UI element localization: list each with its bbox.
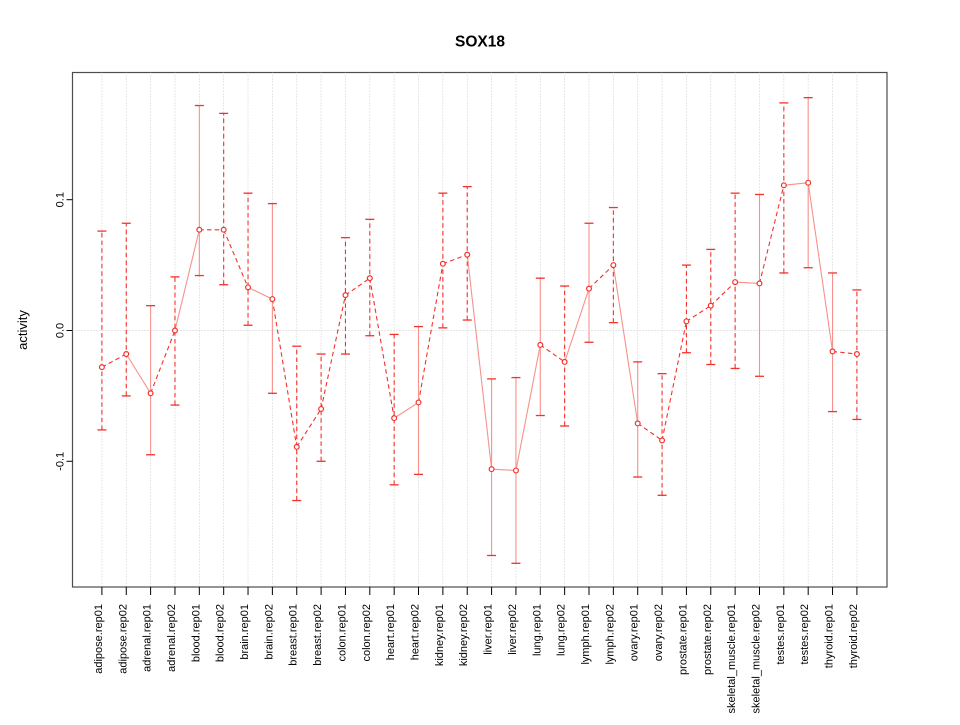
svg-text:SOX18: SOX18 <box>455 34 505 51</box>
svg-text:lung.rep02: lung.rep02 <box>556 604 568 656</box>
svg-text:adrenal.rep01: adrenal.rep01 <box>142 604 154 672</box>
svg-text:heart.rep01: heart.rep01 <box>385 604 397 660</box>
svg-text:0.0: 0.0 <box>54 323 66 338</box>
svg-text:kidney.rep02: kidney.rep02 <box>458 604 470 666</box>
svg-text:thyroid.rep01: thyroid.rep01 <box>824 604 836 668</box>
svg-text:lymph.rep02: lymph.rep02 <box>604 604 616 665</box>
svg-text:colon.rep01: colon.rep01 <box>336 604 348 662</box>
svg-text:skeletal_muscle.rep01: skeletal_muscle.rep01 <box>726 604 738 713</box>
svg-text:kidney.rep01: kidney.rep01 <box>434 604 446 666</box>
svg-text:colon.rep02: colon.rep02 <box>361 604 373 662</box>
svg-text:testes.rep01: testes.rep01 <box>775 604 787 665</box>
svg-text:brain.rep01: brain.rep01 <box>239 604 251 660</box>
svg-text:blood.rep01: blood.rep01 <box>190 604 202 662</box>
svg-text:adipose.rep02: adipose.rep02 <box>117 604 129 674</box>
svg-text:thyroid.rep02: thyroid.rep02 <box>848 604 860 668</box>
svg-text:lung.rep01: lung.rep01 <box>531 604 543 656</box>
svg-text:lymph.rep01: lymph.rep01 <box>580 604 592 665</box>
svg-text:liver.rep01: liver.rep01 <box>483 604 495 655</box>
svg-text:liver.rep02: liver.rep02 <box>507 604 519 655</box>
svg-text:breast.rep02: breast.rep02 <box>312 604 324 666</box>
svg-text:skeletal_muscle.rep02: skeletal_muscle.rep02 <box>750 604 762 713</box>
svg-text:blood.rep02: blood.rep02 <box>215 604 227 662</box>
svg-text:brain.rep02: brain.rep02 <box>263 604 275 660</box>
svg-text:heart.rep02: heart.rep02 <box>410 604 422 660</box>
svg-text:activity: activity <box>15 310 30 350</box>
svg-text:breast.rep01: breast.rep01 <box>288 604 300 666</box>
svg-text:adrenal.rep02: adrenal.rep02 <box>166 604 178 672</box>
svg-text:0.1: 0.1 <box>54 192 66 207</box>
svg-text:prostate.rep01: prostate.rep01 <box>677 604 689 675</box>
svg-text:prostate.rep02: prostate.rep02 <box>702 604 714 675</box>
svg-text:-0.1: -0.1 <box>54 452 66 471</box>
svg-text:ovary.rep02: ovary.rep02 <box>653 604 665 661</box>
svg-text:ovary.rep01: ovary.rep01 <box>629 604 641 661</box>
svg-text:testes.rep02: testes.rep02 <box>799 604 811 665</box>
svg-text:adipose.rep01: adipose.rep01 <box>93 604 105 674</box>
